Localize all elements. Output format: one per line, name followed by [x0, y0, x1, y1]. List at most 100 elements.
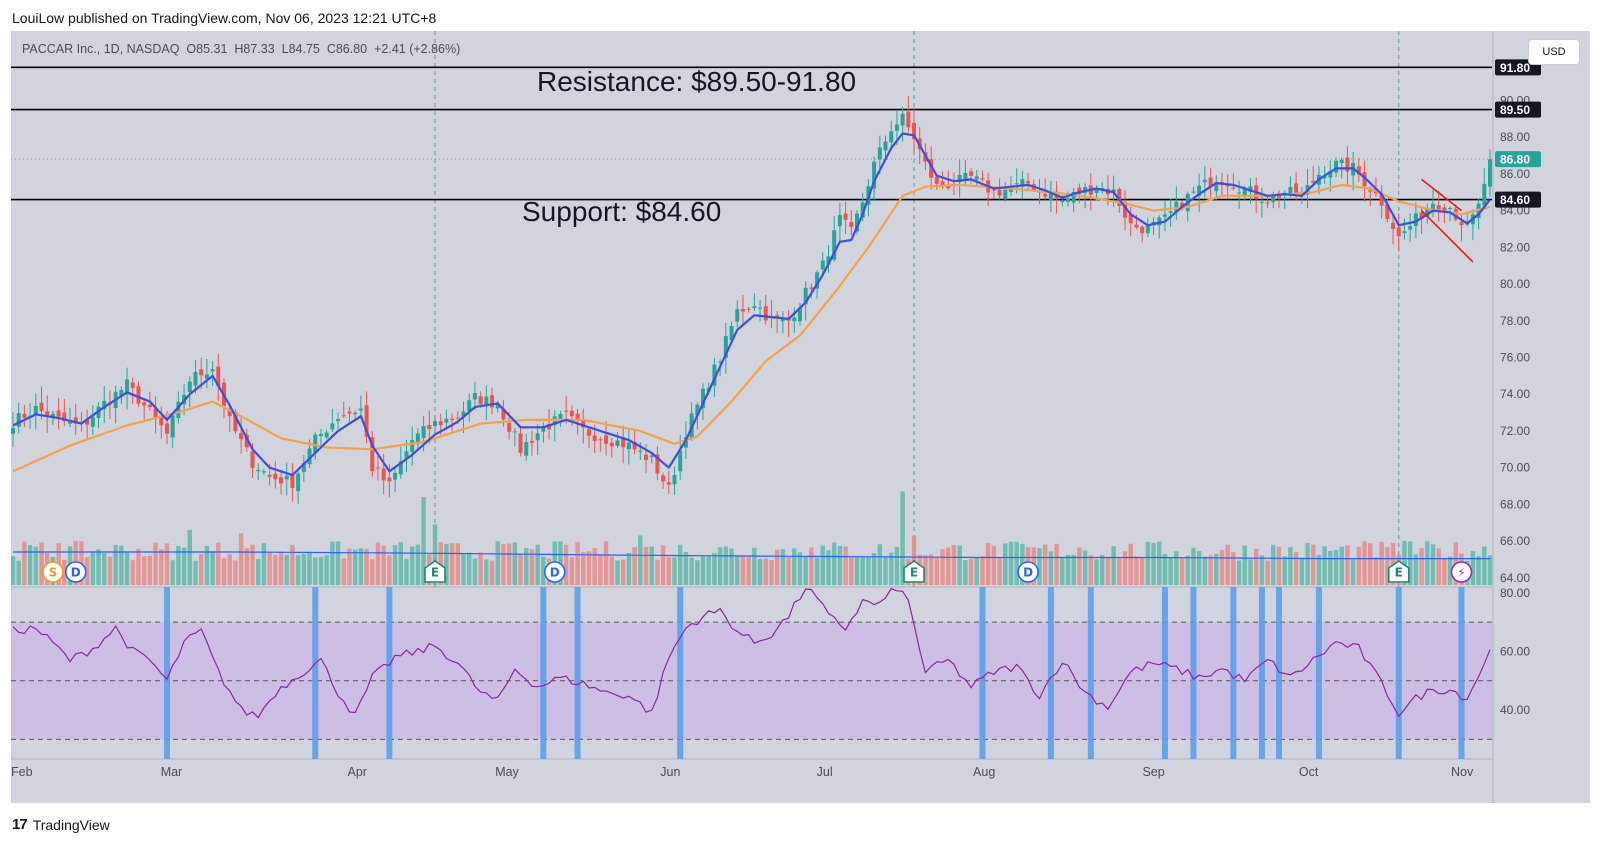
candle — [1123, 190, 1128, 231]
open-value: O85.31 — [186, 42, 228, 56]
candle — [906, 96, 911, 133]
candle-body — [1425, 208, 1430, 218]
volume-bar — [1316, 554, 1322, 585]
candle-body — [558, 414, 563, 421]
volume-bar — [22, 541, 27, 585]
candle — [56, 398, 61, 430]
candle-body — [159, 417, 164, 426]
earnings-marker-shape — [1387, 560, 1410, 583]
candle — [900, 106, 905, 142]
event-marker-earnings: E — [903, 560, 925, 583]
volume-bar — [1288, 547, 1293, 585]
candle — [877, 135, 882, 174]
candle-body — [233, 411, 238, 432]
volume-bar — [1185, 555, 1190, 585]
candle — [997, 178, 1002, 200]
volume-bar — [370, 559, 375, 585]
volume-bar — [678, 544, 683, 585]
candle-body — [85, 419, 90, 425]
marker-circle — [543, 561, 566, 583]
volume-bar — [1425, 541, 1430, 585]
marker-label: E — [431, 566, 439, 580]
volume-bar — [763, 558, 768, 585]
volume-bar — [1345, 545, 1350, 585]
price-label-box — [1495, 191, 1541, 208]
candle — [889, 120, 894, 151]
candle — [735, 300, 740, 328]
volume-bar — [524, 547, 529, 585]
volume-bar — [797, 552, 803, 585]
volume-bar — [1214, 553, 1219, 585]
volume-bar — [1430, 544, 1436, 585]
candle-body — [187, 381, 192, 393]
event-marker-earnings: E — [424, 560, 446, 583]
candle-body — [763, 306, 768, 321]
volume-bar — [518, 554, 523, 585]
high-value: H87.33 — [234, 42, 275, 56]
candle — [1180, 200, 1185, 211]
candle — [1396, 213, 1401, 252]
volume-bar — [1174, 551, 1179, 585]
earnings-marker-shape — [903, 560, 925, 583]
candle-body — [16, 413, 21, 427]
candle — [1100, 182, 1105, 194]
candle — [136, 381, 141, 408]
candle — [849, 210, 854, 236]
candle — [529, 430, 534, 456]
volume-bar — [130, 560, 135, 585]
price-tick-label: 86.00 — [1500, 167, 1530, 181]
volume-bar — [871, 553, 877, 585]
volume-bar — [170, 560, 175, 585]
candle-body — [980, 178, 985, 180]
volume-bar — [1368, 543, 1373, 585]
candle-body — [1413, 213, 1418, 227]
candle — [1419, 208, 1424, 234]
candle-body — [450, 418, 455, 420]
volume-bar — [569, 557, 575, 585]
candle — [1237, 180, 1242, 209]
candle-body — [125, 379, 130, 395]
volume-bar — [980, 556, 985, 585]
candle-body — [501, 408, 506, 420]
candle-body — [341, 415, 346, 417]
candle-body — [1419, 212, 1424, 220]
candle-body — [1208, 177, 1213, 188]
volume-bar — [347, 548, 352, 585]
candle-body — [102, 400, 107, 410]
candle — [689, 402, 694, 441]
volume-bar — [1407, 541, 1413, 585]
volume-bar — [740, 555, 746, 585]
candle-body — [324, 432, 329, 438]
candle-body — [1020, 179, 1025, 187]
ema-fast-line — [12, 132, 1491, 477]
candle-body — [204, 374, 209, 379]
candle — [672, 466, 677, 496]
candle-body — [860, 202, 865, 218]
candle — [746, 306, 751, 313]
volume-bar — [757, 558, 763, 585]
volume-bar — [1128, 543, 1133, 585]
currency-button[interactable]: USD — [1528, 39, 1580, 65]
volume-bar — [735, 555, 740, 585]
price-tick-label: 80.00 — [1500, 277, 1530, 291]
volume-bar — [295, 555, 301, 585]
candle-body — [661, 475, 666, 482]
candle-body — [1288, 187, 1293, 196]
volume-bar — [256, 558, 261, 585]
volume-bar — [261, 543, 267, 585]
candle — [484, 385, 489, 421]
volume-bar — [11, 556, 16, 585]
volume-bar — [233, 560, 238, 585]
volume-bar — [1339, 546, 1344, 585]
candle-body — [678, 450, 683, 472]
volume-bar — [940, 549, 945, 585]
candle — [467, 393, 472, 422]
volume-bar — [529, 549, 535, 585]
candle — [427, 410, 432, 444]
candle-body — [740, 309, 745, 312]
price-chart[interactable]: 64.00 66.00 68.00 70.00 72.00 74.00 76.00 78.00… — [11, 31, 1590, 803]
candle-body — [119, 390, 124, 397]
candle-body — [381, 468, 386, 481]
volume-bar — [136, 548, 141, 585]
candle — [1470, 209, 1475, 241]
